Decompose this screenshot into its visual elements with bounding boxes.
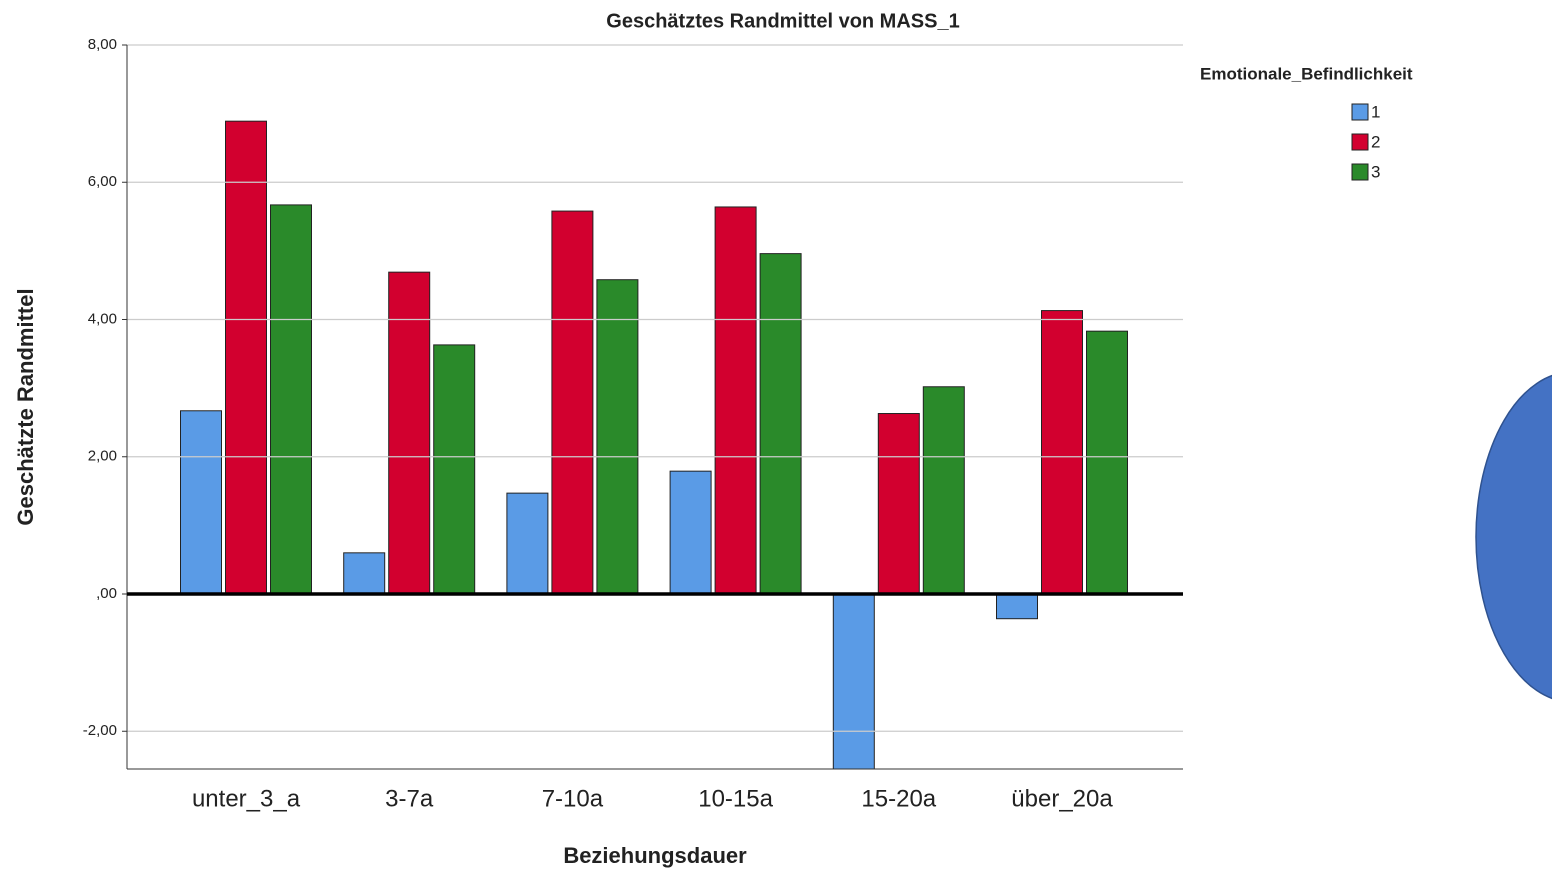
y-tick-label: -2,00 bbox=[83, 722, 117, 739]
bars bbox=[180, 120, 1128, 769]
bar bbox=[832, 593, 875, 769]
legend-title: Emotionale_Befindlichkeit bbox=[1200, 64, 1413, 83]
legend-label: 2 bbox=[1371, 132, 1380, 151]
y-tick-label: ,00 bbox=[96, 585, 117, 602]
bar bbox=[433, 344, 476, 595]
y-tick-label: 2,00 bbox=[88, 448, 117, 465]
y-axis-label: Geschätzte Randmittel bbox=[13, 288, 38, 525]
bar bbox=[388, 271, 431, 595]
x-tick-label: über_20a bbox=[1011, 785, 1113, 812]
bar bbox=[506, 492, 549, 595]
bar bbox=[1086, 330, 1128, 595]
bar bbox=[714, 206, 757, 595]
bar bbox=[1041, 310, 1083, 595]
legend-swatch bbox=[1351, 133, 1369, 151]
legend-swatch bbox=[1351, 103, 1369, 121]
decorative-shape bbox=[1475, 374, 1552, 700]
legend-swatch bbox=[1351, 163, 1369, 181]
bar bbox=[996, 593, 1038, 620]
x-tick-label: unter_3_a bbox=[192, 785, 301, 812]
x-tick-label: 15-20a bbox=[861, 785, 936, 812]
bar bbox=[551, 210, 594, 595]
bar bbox=[877, 413, 920, 595]
x-tick-label: 7-10a bbox=[542, 785, 604, 812]
bar bbox=[225, 120, 267, 595]
chart-title: Geschätztes Randmittel von MASS_1 bbox=[606, 10, 959, 32]
y-tick-label: 4,00 bbox=[88, 310, 117, 327]
y-tick-label: 8,00 bbox=[88, 36, 117, 53]
bar bbox=[669, 470, 712, 595]
bar bbox=[270, 204, 312, 595]
x-tick-label: 3-7a bbox=[385, 785, 434, 812]
legend-label: 1 bbox=[1371, 102, 1380, 121]
legend-label: 3 bbox=[1371, 162, 1380, 181]
x-axis-label: Beziehungsdauer bbox=[563, 843, 747, 868]
bar bbox=[180, 410, 222, 595]
bar bbox=[759, 253, 802, 595]
bar bbox=[343, 552, 386, 595]
bar bbox=[922, 386, 965, 595]
y-tick-label: 6,00 bbox=[88, 173, 117, 190]
bar bbox=[596, 279, 639, 595]
x-tick-label: 10-15a bbox=[698, 785, 773, 812]
